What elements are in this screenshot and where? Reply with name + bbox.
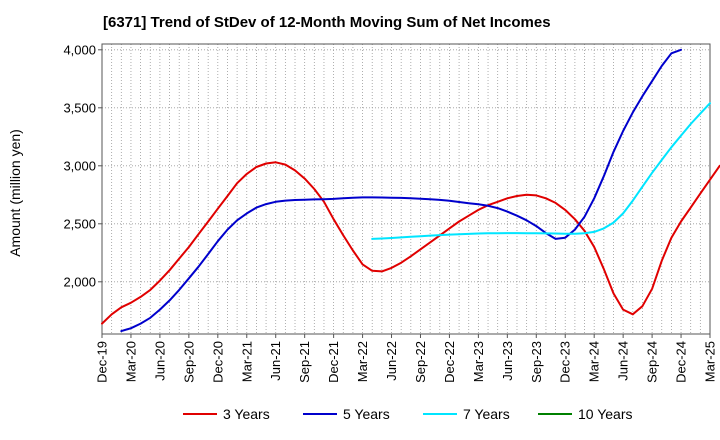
- x-tick-label: Dec-19: [95, 341, 110, 383]
- x-tick-label: Dec-21: [326, 341, 341, 383]
- x-tick-label: Mar-20: [123, 341, 138, 382]
- x-tick-label: Mar-25: [703, 341, 718, 382]
- legend-label-3-years: 3 Years: [223, 406, 270, 422]
- x-tick-label: Jun-22: [384, 341, 399, 381]
- legend-label-10-years: 10 Years: [578, 406, 633, 422]
- series-line-5-years: [120, 48, 682, 333]
- x-tick-label: Mar-23: [471, 341, 486, 382]
- x-tick-label: Dec-23: [558, 341, 573, 383]
- legend-label-7-years: 7 Years: [463, 406, 510, 422]
- x-tick-label: Mar-24: [587, 341, 602, 382]
- chart-title: [6371] Trend of StDev of 12-Month Moving…: [103, 14, 551, 31]
- x-tick-label: Dec-24: [674, 341, 689, 383]
- x-tick-label: Mar-21: [239, 341, 254, 382]
- x-tick-label: Sep-20: [181, 341, 196, 383]
- y-tick-label: 2,500: [63, 216, 96, 231]
- x-tick-label: Sep-21: [297, 341, 312, 383]
- y-tick-label: 3,000: [63, 158, 96, 173]
- x-tick-label: Dec-20: [210, 341, 225, 383]
- tick-labels: 2,000 2,500 3,000 3,500 4,000 Dec-19 Mar-20 Jun…: [63, 42, 717, 383]
- x-tick-label: Jun-21: [268, 341, 283, 381]
- grid: [101, 44, 711, 334]
- legend: 3 Years 5 Years 7 Years 10 Years: [183, 406, 633, 422]
- y-tick-label: 4,000: [63, 42, 96, 57]
- x-tick-label: Dec-22: [442, 341, 457, 383]
- legend-label-5-years: 5 Years: [343, 406, 390, 422]
- series-line-3-years: [101, 161, 720, 325]
- x-tick-label: Jun-23: [500, 341, 515, 381]
- x-tick-label: Sep-23: [529, 341, 544, 383]
- x-tick-label: Sep-22: [413, 341, 428, 383]
- y-axis-label: Amount (million yen): [7, 129, 23, 257]
- axes: [101, 43, 711, 335]
- x-tick-label: Mar-22: [355, 341, 370, 382]
- y-tick-label: 3,500: [63, 100, 96, 115]
- x-tick-label: Jun-20: [152, 341, 167, 381]
- series-line-7-years: [371, 102, 711, 240]
- series-lines: [101, 48, 720, 333]
- plot-frame: [101, 43, 711, 335]
- x-tick-label: Sep-24: [645, 341, 660, 383]
- x-tick-label: Jun-24: [616, 341, 631, 381]
- y-tick-label: 2,000: [63, 274, 96, 289]
